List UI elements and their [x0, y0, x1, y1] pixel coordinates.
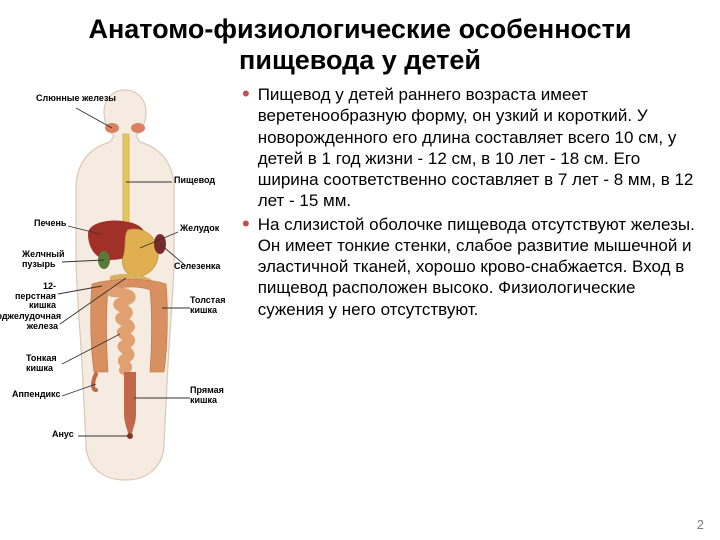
label-duodenum: 12-перстная кишка	[2, 282, 56, 310]
text-column: • Пищевод у детей раннего возраста имеет…	[236, 84, 700, 526]
label-appendix: Аппендикс	[12, 390, 60, 399]
label-liver: Печень	[34, 219, 66, 228]
label-esophagus: Пищевод	[174, 176, 215, 185]
label-rectum: Прямая кишка	[190, 386, 232, 405]
label-anus: Анус	[52, 430, 74, 439]
label-stomach: Желудок	[180, 224, 219, 233]
page-number: 2	[697, 517, 704, 532]
bullet-item: • На слизистой оболочке пищевода отсутст…	[236, 214, 700, 320]
bullet-dot-icon: •	[242, 84, 250, 212]
bullet-dot-icon: •	[242, 214, 250, 320]
bullet-item: • Пищевод у детей раннего возраста имеет…	[236, 84, 700, 212]
label-gallbladder: Желчный пузырь	[22, 250, 68, 269]
label-spleen: Селезенка	[174, 262, 220, 271]
page-title: Анатомо-физиологические особенности пище…	[20, 14, 700, 76]
content-area: Слюнные железы Пищевод Печень Желудок Же…	[20, 84, 700, 526]
label-pancreas: Поджелудочная железа	[0, 312, 58, 331]
label-largeintestine: Толстая кишка	[190, 296, 232, 315]
bullet-text: Пищевод у детей раннего возраста имеет в…	[258, 84, 700, 212]
bullet-text: На слизистой оболочке пищевода отсутству…	[258, 214, 700, 320]
label-salivary: Слюнные железы	[36, 94, 116, 103]
anatomy-diagram: Слюнные железы Пищевод Печень Желудок Же…	[20, 84, 230, 526]
label-smallintestine: Тонкая кишка	[26, 354, 66, 373]
